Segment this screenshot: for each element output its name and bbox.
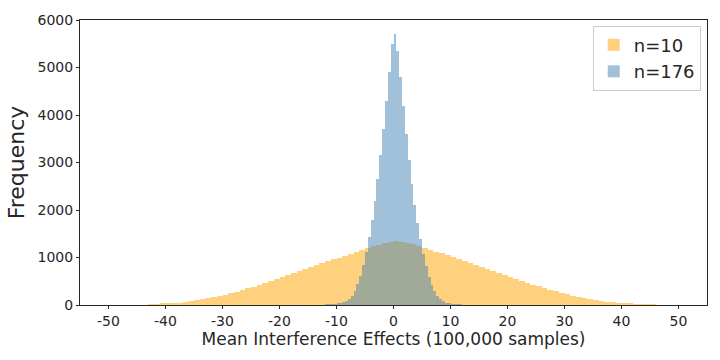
svg-text:4000: 4000 <box>38 107 74 123</box>
svg-text:2000: 2000 <box>38 202 74 218</box>
svg-text:-10: -10 <box>325 313 348 329</box>
svg-text:20: 20 <box>499 313 517 329</box>
svg-text:n=176: n=176 <box>634 61 695 82</box>
svg-text:-30: -30 <box>211 313 234 329</box>
svg-text:0: 0 <box>389 313 398 329</box>
svg-text:10: 10 <box>442 313 460 329</box>
svg-text:1000: 1000 <box>38 249 74 265</box>
svg-text:-40: -40 <box>154 313 177 329</box>
svg-text:5000: 5000 <box>38 59 74 75</box>
svg-text:-20: -20 <box>268 313 291 329</box>
svg-text:50: 50 <box>670 313 688 329</box>
svg-text:Mean Interference Effects (100: Mean Interference Effects (100,000 sampl… <box>202 329 586 349</box>
svg-text:0: 0 <box>64 297 73 313</box>
svg-text:Frequency: Frequency <box>4 106 29 220</box>
svg-text:3000: 3000 <box>38 154 74 170</box>
svg-text:n=10: n=10 <box>634 35 683 56</box>
svg-text:40: 40 <box>613 313 631 329</box>
svg-text:-50: -50 <box>97 313 120 329</box>
svg-text:30: 30 <box>556 313 574 329</box>
svg-text:6000: 6000 <box>38 12 74 28</box>
